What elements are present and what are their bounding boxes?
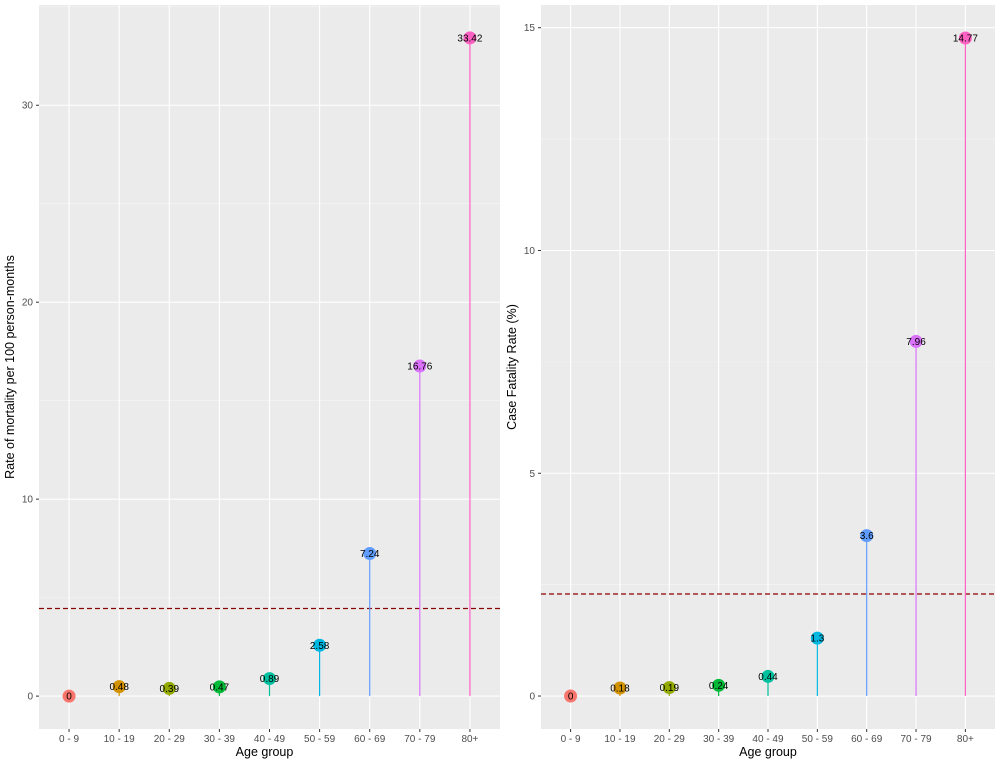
x-tick-label: 40 - 49 bbox=[752, 734, 784, 745]
data-point bbox=[662, 681, 676, 695]
data-label: 1.3 bbox=[810, 634, 824, 645]
data-label: 16.76 bbox=[407, 362, 432, 373]
x-tick-label: 20 - 29 bbox=[154, 734, 186, 745]
x-axis-title: Age group bbox=[739, 745, 797, 759]
data-label: 0.18 bbox=[610, 684, 630, 695]
data-point bbox=[761, 669, 775, 683]
x-tick-label: 50 - 59 bbox=[802, 734, 834, 745]
data-label: 0.39 bbox=[160, 684, 180, 695]
x-axis-title: Age group bbox=[236, 745, 294, 759]
x-tick-label: 80+ bbox=[957, 734, 974, 745]
data-point bbox=[112, 680, 126, 694]
y-tick-label: 10 bbox=[524, 246, 536, 257]
data-label: 14.77 bbox=[953, 33, 978, 44]
data-label: 3.6 bbox=[860, 531, 874, 542]
data-label: 0.19 bbox=[660, 683, 680, 694]
y-tick-label: 15 bbox=[524, 23, 536, 34]
data-label: 7.24 bbox=[360, 549, 380, 560]
x-tick-label: 0 - 9 bbox=[561, 734, 581, 745]
x-tick-label: 70 - 79 bbox=[404, 734, 436, 745]
y-tick-label: 5 bbox=[529, 469, 535, 480]
data-point bbox=[313, 638, 327, 652]
data-label: 0.47 bbox=[210, 682, 230, 693]
data-point bbox=[212, 680, 226, 694]
y-axis-title: Case Fatality Rate (%) bbox=[505, 304, 519, 430]
data-point bbox=[810, 631, 824, 645]
x-tick-label: 10 - 19 bbox=[604, 734, 636, 745]
data-point bbox=[363, 547, 377, 561]
data-label: 0.48 bbox=[109, 682, 129, 693]
x-tick-label: 70 - 79 bbox=[900, 734, 932, 745]
data-point bbox=[413, 359, 427, 373]
x-tick-label: 40 - 49 bbox=[254, 734, 286, 745]
data-point bbox=[613, 681, 627, 695]
x-tick-label: 60 - 69 bbox=[354, 734, 386, 745]
data-point bbox=[958, 31, 972, 45]
data-label: 0.24 bbox=[709, 681, 729, 692]
data-label: 2.58 bbox=[310, 641, 330, 652]
data-label: 7.96 bbox=[906, 337, 926, 348]
data-point bbox=[62, 689, 76, 703]
data-point bbox=[162, 681, 176, 695]
y-axis-title: Rate of mortality per 100 person-months bbox=[3, 255, 17, 479]
x-tick-label: 30 - 39 bbox=[204, 734, 236, 745]
x-tick-label: 50 - 59 bbox=[304, 734, 336, 745]
data-label: 0 bbox=[66, 692, 72, 703]
data-point bbox=[263, 672, 276, 686]
x-tick-label: 80+ bbox=[461, 734, 478, 745]
mortality-rate-chart: 0 0.48 0.39 0.47 0.89 2.58 7.24 16.76 33.42 0 10 2… bbox=[3, 5, 500, 759]
data-label: 33.42 bbox=[457, 33, 482, 44]
data-point bbox=[564, 689, 578, 703]
x-tick-label: 0 - 9 bbox=[59, 734, 79, 745]
x-tick-label: 30 - 39 bbox=[703, 734, 735, 745]
x-tick-label: 20 - 29 bbox=[654, 734, 686, 745]
data-point bbox=[712, 678, 726, 692]
y-tick-label: 10 bbox=[22, 495, 34, 506]
data-point bbox=[860, 529, 874, 543]
x-tick-label: 60 - 69 bbox=[851, 734, 883, 745]
y-tick-label: 20 bbox=[22, 298, 34, 309]
data-label: 0 bbox=[568, 692, 574, 703]
data-point bbox=[463, 31, 477, 45]
data-point bbox=[909, 334, 923, 348]
y-tick-label: 30 bbox=[22, 101, 34, 112]
y-tick-label: 0 bbox=[27, 692, 33, 703]
y-tick-label: 0 bbox=[529, 692, 535, 703]
data-label: 0.44 bbox=[758, 672, 778, 683]
x-tick-label: 10 - 19 bbox=[104, 734, 136, 745]
data-label: 0.89 bbox=[260, 674, 280, 685]
